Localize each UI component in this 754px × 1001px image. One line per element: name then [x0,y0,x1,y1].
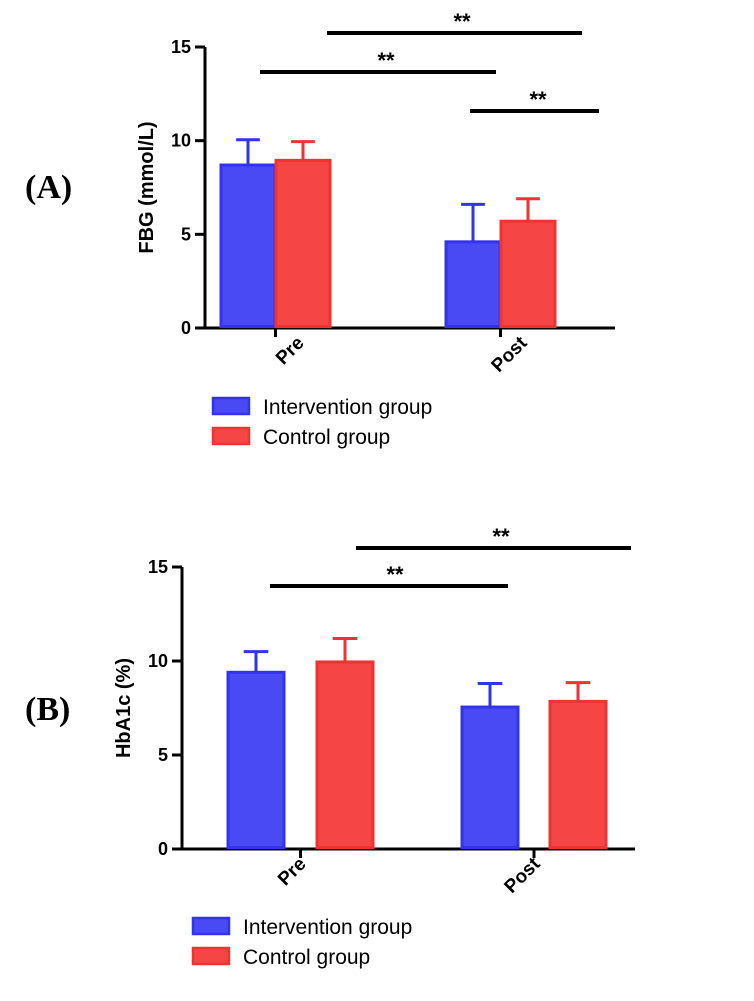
x-tick-label: Post [488,332,532,376]
y-tick-label: 10 [171,131,191,151]
chart-panel-b: (B) HbA1c (%) 0 5 10 15 Pre Post ** ** Interventio… [25,524,635,969]
bar-pre-control [274,158,332,328]
legend: Intervention group Control group [191,916,412,969]
y-axis-label: HbA1c (%) [113,658,135,758]
bar-pre-intervention [226,670,286,850]
bar-post-control [499,219,557,328]
chart-panel-a: (A) FBG (mmol/L) 0 5 10 15 Pre Post ** ** ** Interv… [25,9,615,449]
bar-pre-control [315,660,375,849]
legend-label-intervention: Intervention group [243,916,412,939]
significance-label: ** [386,562,404,587]
y-tick-label: 5 [181,224,191,244]
bar-post-intervention [444,240,502,328]
legend-swatch-intervention [211,396,251,416]
significance-label: ** [453,9,471,34]
legend-label-intervention: Intervention group [263,396,432,419]
y-tick-label: 0 [158,839,168,859]
y-axis-label: FBG (mmol/L) [136,121,158,253]
y-tick-label: 0 [181,318,191,338]
legend-swatch-control [211,426,251,446]
panel-label: (A) [25,169,72,206]
legend-label-control: Control group [243,946,370,969]
legend: Intervention group Control group [211,396,432,449]
bar-post-control [548,699,608,849]
x-tick-label: Pre [274,854,311,891]
y-tick-label: 5 [158,745,168,765]
x-tick-label: Pre [272,333,309,370]
y-tick-label: 10 [148,651,168,671]
bar-pre-intervention [219,163,277,328]
legend-swatch-intervention [191,916,231,936]
y-tick-label: 15 [148,557,168,577]
significance-label: ** [377,48,395,73]
bar-post-intervention [460,705,520,849]
significance-label: ** [492,524,510,549]
panel-label: (B) [25,691,70,728]
x-tick-label: Post [501,853,545,897]
legend-swatch-control [191,946,231,966]
legend-label-control: Control group [263,426,390,449]
y-tick-label: 15 [171,37,191,57]
significance-label: ** [529,87,547,112]
